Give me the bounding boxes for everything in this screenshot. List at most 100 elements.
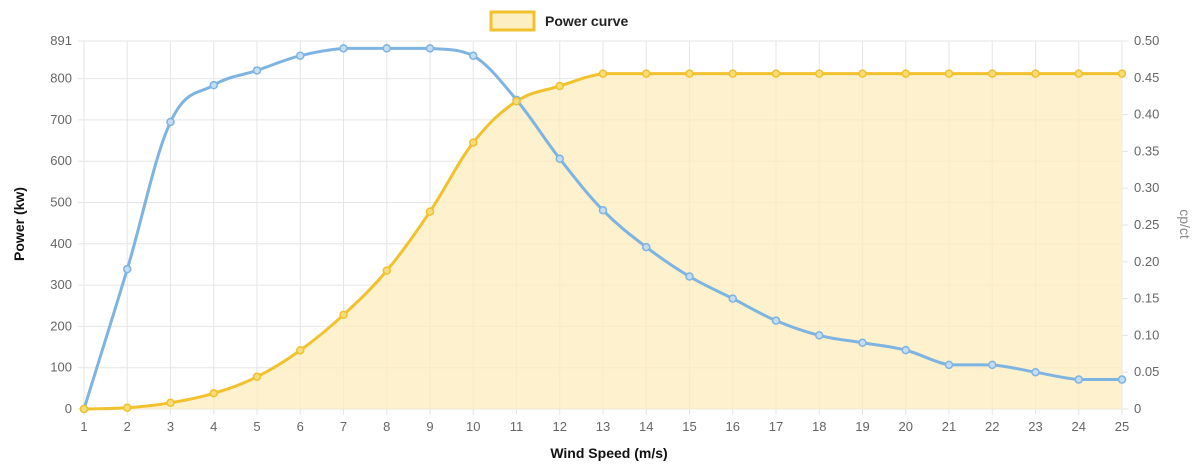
x-tick-label: 24 [1072, 419, 1086, 434]
power-point[interactable] [123, 403, 132, 413]
power-point[interactable] [728, 69, 737, 78]
cp-ct-point[interactable] [771, 316, 781, 325]
cp-ct-point[interactable] [988, 360, 997, 370]
y2-axis-title: cp/ct [1177, 209, 1193, 239]
power-point[interactable] [944, 69, 954, 78]
cp-ct-point[interactable] [469, 51, 478, 60]
x-tick-label: 10 [466, 419, 480, 434]
power-point[interactable] [1117, 69, 1127, 78]
power-point[interactable] [858, 69, 867, 78]
y2-tick-label: 0.50 [1134, 33, 1159, 48]
x-tick-label: 3 [167, 419, 174, 434]
x-tick-label: 15 [682, 419, 696, 434]
cp-ct-point[interactable] [685, 272, 694, 281]
cp-ct-point[interactable] [944, 360, 954, 370]
series-points [79, 44, 1127, 414]
legend[interactable]: Power curve [489, 10, 628, 32]
y2-tick-label: 0.40 [1134, 107, 1159, 122]
cp-ct-point[interactable] [1074, 375, 1083, 384]
power-point[interactable] [382, 266, 391, 275]
power-point[interactable] [209, 389, 218, 398]
power-point[interactable] [901, 69, 910, 78]
power-point[interactable] [425, 207, 435, 216]
x-tick-label: 25 [1115, 419, 1129, 434]
power-point[interactable] [555, 81, 564, 91]
x-tick-label: 8 [383, 419, 390, 434]
x-tick-label: 12 [553, 419, 567, 434]
power-point[interactable] [1074, 69, 1083, 78]
axes: 1 2 3 4 5 6 7 8 9 10 11 12 13 14 15 16 17 18 19 20 21 22 23 24 2… [50, 33, 1159, 434]
cp-ct-point[interactable] [166, 117, 175, 127]
power-point[interactable] [1031, 69, 1040, 78]
x-tick-label: 16 [726, 419, 740, 434]
y-axis-title: Power (kw) [11, 187, 27, 261]
x-tick-label: 18 [812, 419, 826, 434]
power-point[interactable] [512, 97, 521, 106]
cp-ct-point[interactable] [339, 44, 348, 53]
power-point[interactable] [815, 69, 824, 78]
cp-ct-point[interactable] [642, 242, 651, 252]
power-point[interactable] [252, 372, 262, 382]
cp-ct-point[interactable] [209, 80, 218, 90]
power-point[interactable] [685, 69, 694, 78]
y-tick-label: 600 [50, 153, 72, 168]
x-tick-label: 22 [985, 419, 999, 434]
y-tick-label: 200 [50, 318, 72, 333]
cp-ct-point[interactable] [1117, 375, 1127, 384]
y2-tick-label: 0.25 [1134, 217, 1159, 232]
x-tick-label: 13 [596, 419, 610, 434]
cp-ct-point[interactable] [901, 345, 910, 355]
y2-tick-label: 0 [1134, 401, 1141, 416]
power-point[interactable] [771, 69, 781, 78]
x-tick-label: 9 [426, 419, 433, 434]
x-tick-label: 1 [80, 419, 87, 434]
power-point[interactable] [166, 398, 175, 408]
power-point[interactable] [79, 404, 89, 414]
cp-ct-point[interactable] [815, 331, 824, 340]
power-point[interactable] [296, 346, 305, 355]
power-point[interactable] [988, 69, 997, 78]
x-tick-label: 2 [124, 419, 131, 434]
cp-ct-point[interactable] [728, 294, 737, 303]
cp-ct-point[interactable] [598, 206, 608, 215]
cp-ct-point[interactable] [382, 44, 391, 53]
y2-tick-label: 0.45 [1134, 70, 1159, 85]
y2-tick-label: 0.15 [1134, 291, 1159, 306]
x-tick-label: 11 [510, 419, 524, 434]
x-tick-label: 6 [297, 419, 304, 434]
power-area-fill [84, 73, 1122, 409]
x-tick-label: 5 [253, 419, 260, 434]
y-tick-label: 891 [50, 33, 72, 48]
y-tick-label: 800 [50, 71, 72, 86]
cp-ct-point[interactable] [858, 338, 867, 348]
power-point[interactable] [469, 138, 478, 147]
x-tick-label: 21 [942, 419, 956, 434]
x-tick-label: 7 [340, 419, 347, 434]
cp-ct-point[interactable] [555, 154, 564, 164]
y-tick-label: 400 [50, 236, 72, 251]
y2-tick-label: 0.10 [1134, 327, 1159, 342]
x-tick-label: 20 [899, 419, 913, 434]
y2-tick-label: 0.20 [1134, 254, 1159, 269]
x-tick-label: 19 [855, 419, 869, 434]
power-point[interactable] [339, 310, 348, 320]
legend-label[interactable]: Power curve [545, 13, 628, 29]
y2-tick-label: 0.35 [1134, 143, 1159, 158]
cp-ct-point[interactable] [296, 51, 305, 60]
y-tick-label: 500 [50, 194, 72, 209]
cp-ct-point[interactable] [1031, 367, 1040, 377]
y-tick-label: 300 [50, 277, 72, 292]
power-area [84, 73, 1122, 409]
x-tick-label: 4 [210, 419, 217, 434]
x-tick-label: 17 [769, 419, 783, 434]
legend-swatch[interactable] [489, 10, 536, 32]
x-axis-title: Wind Speed (m/s) [550, 445, 667, 461]
power-point[interactable] [598, 69, 608, 78]
cp-ct-point[interactable] [252, 66, 262, 75]
y-tick-label: 0 [65, 401, 72, 416]
cp-ct-point[interactable] [425, 44, 435, 53]
y-tick-label: 700 [50, 112, 72, 127]
power-point[interactable] [642, 69, 651, 78]
cp-ct-point[interactable] [123, 264, 132, 274]
